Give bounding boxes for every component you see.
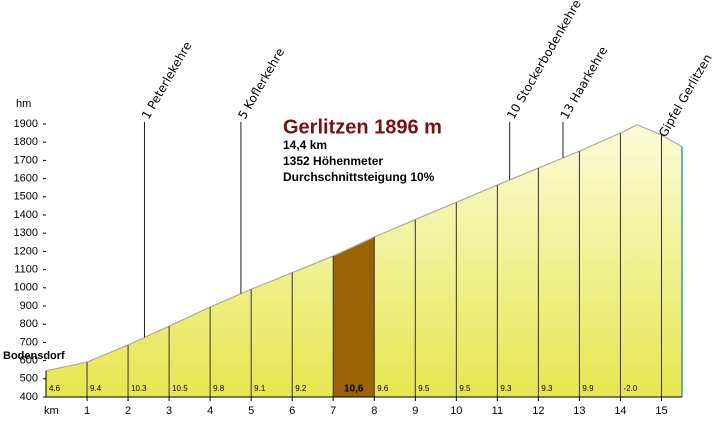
x-tick-label: 2 bbox=[125, 405, 131, 417]
x-tick-label: 7 bbox=[330, 405, 336, 417]
x-tick-label: 9 bbox=[412, 405, 418, 417]
x-tick-label: 13 bbox=[573, 405, 585, 417]
highlight-segment bbox=[333, 237, 375, 397]
x-tick-label: 15 bbox=[655, 405, 667, 417]
annotation-label: 1 Peterlekehre bbox=[139, 39, 195, 121]
annotation-label: Gipfel Gerlitzen bbox=[656, 52, 715, 140]
x-tick-label: 12 bbox=[532, 405, 544, 417]
subtitle: 1352 Höhenmeter bbox=[283, 154, 383, 168]
gradient-label: 9.9 bbox=[582, 384, 594, 393]
y-tick-label: 1800 bbox=[14, 136, 38, 148]
gradient-label: 9.1 bbox=[254, 384, 266, 393]
elevation-line bbox=[45, 124, 683, 372]
annotation-label: 5 Koflerkehre bbox=[235, 46, 287, 122]
x-tick-label: 14 bbox=[614, 405, 626, 417]
subtitle: 14,4 km bbox=[283, 138, 327, 152]
y-tick-label: 1700 bbox=[14, 154, 38, 166]
start-label: Bodensdorf bbox=[3, 350, 65, 362]
gradient-label: 9.5 bbox=[418, 384, 430, 393]
y-tick-label: 400 bbox=[20, 391, 38, 403]
y-tick-label: 1100 bbox=[14, 264, 38, 276]
gradient-label: 10.3 bbox=[131, 384, 147, 393]
x-tick-label: 4 bbox=[207, 405, 213, 417]
x-axis-label: km bbox=[44, 405, 59, 417]
x-tick-label: 5 bbox=[248, 405, 254, 417]
gradient-label: 9.6 bbox=[377, 384, 389, 393]
x-tick-label: 6 bbox=[289, 405, 295, 417]
chart-title: Gerlitzen 1896 m bbox=[283, 116, 442, 138]
x-tick-label: 8 bbox=[371, 405, 377, 417]
subtitle: Durchschnittsteigung 10% bbox=[283, 170, 435, 184]
gradient-label: 9.5 bbox=[459, 384, 471, 393]
y-tick-label: 500 bbox=[20, 373, 38, 385]
y-tick-label: 1500 bbox=[14, 191, 38, 203]
gradient-label: 9.2 bbox=[295, 384, 307, 393]
annotation-label: 13 Haarkehre bbox=[557, 44, 610, 121]
y-tick-label: 800 bbox=[20, 318, 38, 330]
y-tick-label: 1200 bbox=[14, 245, 38, 257]
y-tick-label: 900 bbox=[20, 300, 38, 312]
y-tick-label: 1600 bbox=[14, 173, 38, 185]
gradient-label: 4.6 bbox=[49, 384, 61, 393]
gradient-label: 9.4 bbox=[90, 384, 102, 393]
gradient-label: 9.3 bbox=[500, 384, 512, 393]
gradient-label: 10,6 bbox=[344, 384, 364, 395]
y-tick-label: 600 bbox=[20, 355, 38, 367]
y-tick-label: 1000 bbox=[14, 282, 38, 294]
x-tick-label: 10 bbox=[450, 405, 462, 417]
gradient-label: 9.8 bbox=[213, 384, 225, 393]
y-tick-label: 1400 bbox=[14, 209, 38, 221]
x-tick-label: 11 bbox=[492, 405, 503, 417]
gradient-label: -2.0 bbox=[623, 384, 637, 393]
gradient-label: 10.5 bbox=[172, 384, 188, 393]
y-axis-label: hm bbox=[16, 98, 31, 110]
y-tick-label: 1300 bbox=[14, 227, 38, 239]
x-tick-label: 3 bbox=[166, 405, 172, 417]
y-tick-label: 1900 bbox=[14, 118, 38, 130]
y-tick-label: 700 bbox=[20, 336, 38, 348]
gradient-label: 9.3 bbox=[541, 384, 553, 393]
x-tick-label: 1 bbox=[84, 405, 90, 417]
